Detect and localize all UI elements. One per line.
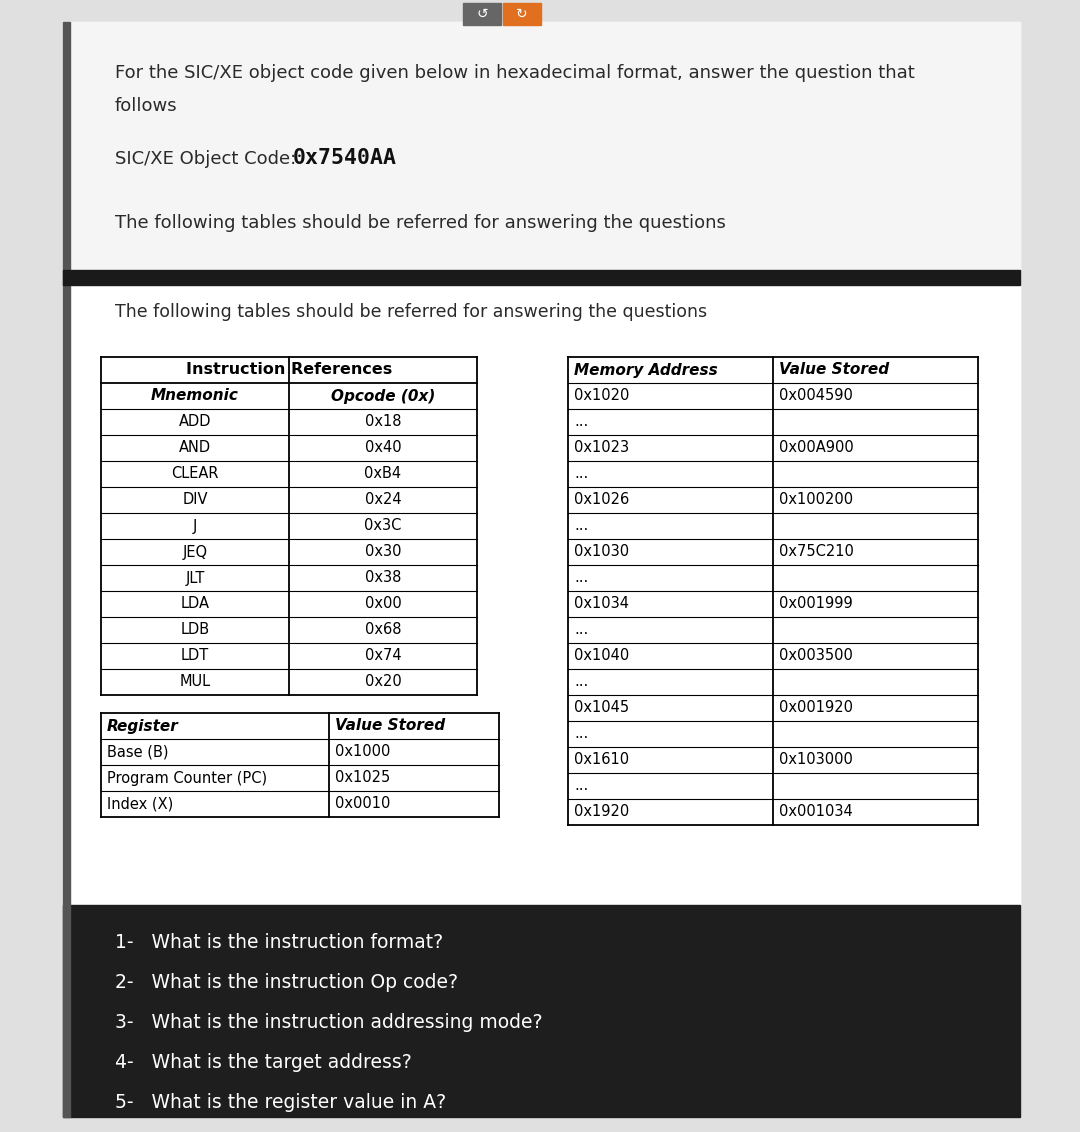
Text: ...: ... [573,779,589,794]
Text: 0x30: 0x30 [365,544,402,559]
Text: DIV: DIV [183,492,207,507]
Text: 0x75C210: 0x75C210 [779,544,854,559]
Text: ...: ... [573,571,589,585]
Text: ...: ... [573,623,589,637]
Text: 0x74: 0x74 [365,649,402,663]
Text: AND: AND [179,440,211,455]
Text: Memory Address: Memory Address [573,362,718,377]
Text: ↻: ↻ [516,7,528,22]
Bar [463,3,501,25]
Text: CLEAR: CLEAR [172,466,219,481]
Text: MUL: MUL [179,675,211,689]
Text: 0x7540AA: 0x7540AA [293,148,397,168]
Text: JLT: JLT [186,571,205,585]
Text: 0x00: 0x00 [365,597,402,611]
Text: Base (B): Base (B) [107,745,168,760]
Text: 0x38: 0x38 [365,571,401,585]
Text: 0x24: 0x24 [365,492,402,507]
Text: 0x1034: 0x1034 [573,597,629,611]
Text: 0x1045: 0x1045 [573,701,630,715]
Text: ...: ... [573,414,589,429]
Bar [63,22,1020,1117]
Text: 0x103000: 0x103000 [779,753,853,767]
Text: Value Stored: Value Stored [335,719,445,734]
Text: 0x004590: 0x004590 [779,388,853,403]
Bar [63,904,1020,1117]
Text: 0x100200: 0x100200 [779,492,853,507]
Text: 0x1025: 0x1025 [335,771,390,786]
Text: 0x1000: 0x1000 [335,745,390,760]
Text: Instruction References: Instruction References [186,362,392,377]
Text: ...: ... [573,518,589,533]
Text: 0x3C: 0x3C [364,518,402,533]
Text: LDA: LDA [180,597,210,611]
Text: The following tables should be referred for answering the questions: The following tables should be referred … [114,303,707,321]
Bar [503,3,541,25]
Text: SIC/XE Object Code:: SIC/XE Object Code: [114,151,302,168]
Text: 2-   What is the instruction Op code?: 2- What is the instruction Op code? [114,974,458,992]
Text: 3-   What is the instruction addressing mode?: 3- What is the instruction addressing mo… [114,1013,542,1032]
Text: 0x40: 0x40 [365,440,402,455]
Bar [63,271,1020,285]
Text: 5-   What is the register value in A?: 5- What is the register value in A? [114,1094,446,1112]
Text: 0x1040: 0x1040 [573,649,630,663]
Text: Program Counter (PC): Program Counter (PC) [107,771,267,786]
Text: 0x1030: 0x1030 [573,544,630,559]
Text: 0x001034: 0x001034 [779,805,853,820]
Text: 0xB4: 0xB4 [364,466,402,481]
Text: 0x00A900: 0x00A900 [779,440,854,455]
Text: 0x1023: 0x1023 [573,440,630,455]
Text: Mnemonic: Mnemonic [151,388,239,403]
Bar [63,22,70,1117]
Text: LDB: LDB [180,623,210,637]
Text: 0x68: 0x68 [365,623,402,637]
Text: Index (X): Index (X) [107,797,173,812]
Text: LDT: LDT [180,649,210,663]
Bar [63,22,1020,271]
Text: follows: follows [114,97,177,115]
Text: Register: Register [107,719,179,734]
Text: ↺: ↺ [476,7,488,22]
Text: 0x001999: 0x001999 [779,597,853,611]
Text: Opcode (0x): Opcode (0x) [330,388,435,403]
Text: ...: ... [573,727,589,741]
Text: 0x001920: 0x001920 [779,701,853,715]
Text: 0x1020: 0x1020 [573,388,630,403]
Text: ...: ... [573,466,589,481]
Text: ...: ... [573,675,589,689]
Text: 0x1026: 0x1026 [573,492,630,507]
Text: J: J [193,518,198,533]
Text: 4-   What is the target address?: 4- What is the target address? [114,1053,411,1072]
Text: For the SIC/XE object code given below in hexadecimal format, answer the questio: For the SIC/XE object code given below i… [114,65,915,82]
Bar [63,285,1020,904]
Text: JEQ: JEQ [183,544,207,559]
Text: 1-   What is the instruction format?: 1- What is the instruction format? [114,933,443,952]
Text: 0x003500: 0x003500 [779,649,853,663]
Text: 0x1610: 0x1610 [573,753,630,767]
Text: 0x18: 0x18 [365,414,402,429]
Text: 0x20: 0x20 [365,675,402,689]
Text: Value Stored: Value Stored [779,362,889,377]
Text: 0x1920: 0x1920 [573,805,630,820]
Text: ADD: ADD [179,414,212,429]
Text: 0x0010: 0x0010 [335,797,390,812]
Text: The following tables should be referred for answering the questions: The following tables should be referred … [114,214,726,232]
